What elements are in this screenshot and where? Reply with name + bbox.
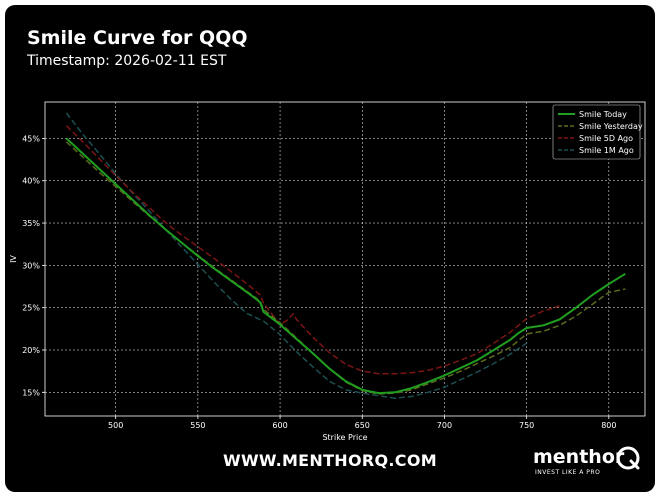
smile-curve-chart: 500 550 600 650 700 750 800 15% 20% 25% 30% 35% 40% 4… xyxy=(9,101,646,442)
x-tick-label: 550 xyxy=(190,421,205,430)
y-tick-label: 25% xyxy=(22,304,40,313)
x-tick-label: 700 xyxy=(437,421,452,430)
y-tick-label: 45% xyxy=(22,134,40,143)
y-tick-label: 15% xyxy=(22,388,40,397)
x-tick-label: 600 xyxy=(272,421,287,430)
x-tick-label: 750 xyxy=(519,421,534,430)
x-tick-label: 800 xyxy=(601,421,616,430)
y-tick-label: 30% xyxy=(22,261,40,270)
legend-label: Smile 5D Ago xyxy=(579,134,633,143)
chart-card: Smile Curve for QQQ Timestamp: 2026-02-1… xyxy=(5,5,655,492)
q-logo-icon xyxy=(616,446,640,470)
footer-website[interactable]: WWW.MENTHORQ.COM xyxy=(223,451,437,470)
brand-name: menthor xyxy=(533,446,625,468)
legend-label: Smile Yesterday xyxy=(579,122,643,131)
y-tick-label: 20% xyxy=(22,346,40,355)
y-tick-label: 40% xyxy=(22,177,40,186)
chart-timestamp: Timestamp: 2026-02-11 EST xyxy=(27,53,227,69)
y-axis-label: IV xyxy=(9,255,18,263)
legend-label: Smile 1M Ago xyxy=(579,146,634,155)
series-line-smile-1m-ago xyxy=(65,112,528,399)
y-tick-label: 35% xyxy=(22,219,40,228)
chart-title: Smile Curve for QQQ xyxy=(27,27,248,49)
series-line-smile-today xyxy=(65,137,626,395)
x-axis-label: Strike Price xyxy=(322,433,367,442)
brand-tagline: INVEST LIKE A PRO xyxy=(535,469,601,476)
legend-box xyxy=(552,104,641,160)
series-line-smile-5d-ago xyxy=(65,125,560,375)
x-tick-label: 650 xyxy=(355,421,370,430)
brand-logo: menthor INVEST LIKE A PRO xyxy=(533,445,648,479)
x-tick-label: 500 xyxy=(108,421,123,430)
legend-label: Smile Today xyxy=(579,110,627,119)
